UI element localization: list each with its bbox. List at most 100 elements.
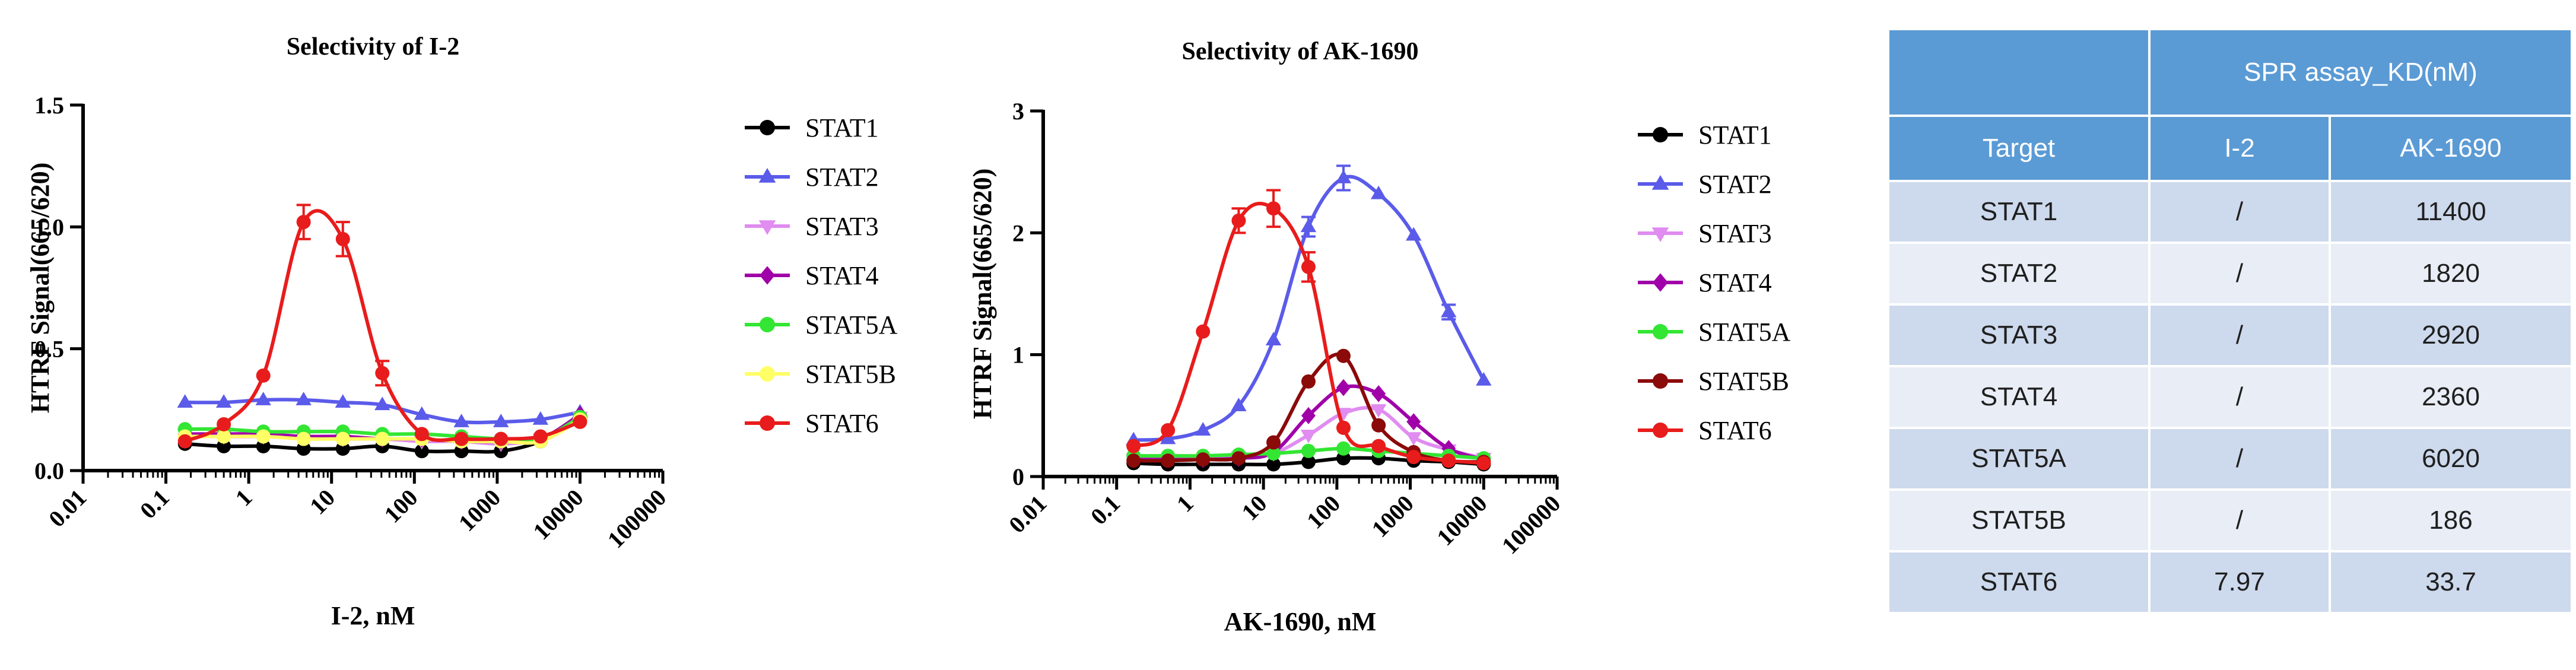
data-point	[1266, 446, 1281, 461]
data-point	[1195, 422, 1211, 436]
cell-target: STAT5B	[1887, 488, 2151, 552]
cell-ak1690: 33.7	[2328, 550, 2574, 614]
cell-i2: 7.97	[2148, 550, 2331, 614]
cell-target: STAT5A	[1887, 427, 2151, 491]
x-tick-label: 10000	[1431, 490, 1492, 551]
x-tick-label: 10	[304, 484, 340, 520]
series-stat2	[177, 392, 588, 427]
legend-swatch-marker	[760, 366, 775, 382]
data-point	[454, 444, 469, 459]
legend-label: STAT3	[1698, 219, 1772, 248]
data-point	[217, 417, 231, 431]
y-tick-label: 2	[1012, 220, 1024, 246]
data-point	[1370, 185, 1387, 199]
cell-i2: /	[2148, 427, 2331, 491]
data-point	[1161, 453, 1176, 468]
cell-ak1690: 186	[2328, 488, 2574, 552]
y-tick-label: 1.0	[34, 214, 64, 240]
data-point	[1266, 435, 1281, 450]
cell-target: STAT6	[1887, 550, 2151, 614]
data-point	[217, 439, 231, 453]
data-point	[1336, 379, 1351, 396]
legend-item-stat5a: STAT5A	[1638, 317, 1791, 347]
cell-ak1690: 2920	[2328, 303, 2574, 367]
spr-table-title-row: SPR assay_KD(nM)	[1887, 28, 2574, 117]
legend-item-stat5a: STAT5A	[745, 310, 898, 339]
x-tick-label: 10000	[528, 484, 589, 545]
cell-i2: /	[2148, 180, 2331, 244]
x-tick-label: 100	[379, 484, 423, 528]
legend-swatch-marker	[1653, 273, 1668, 292]
y-tick-label: 1.5	[34, 92, 64, 119]
data-point	[1406, 432, 1422, 446]
legend-swatch-marker	[760, 415, 775, 431]
spr-table-header-row: Target I-2 AK-1690	[1887, 115, 2574, 182]
x-tick-label: 1	[1171, 490, 1199, 517]
data-point	[1441, 304, 1457, 317]
data-point	[217, 429, 231, 444]
data-point	[1371, 439, 1386, 453]
legend-label: STAT4	[1698, 268, 1772, 297]
data-point	[1126, 439, 1141, 453]
legend-swatch-marker	[760, 120, 775, 135]
x-tick-label: 100	[1301, 490, 1345, 534]
header-target: Target	[1887, 115, 2151, 182]
spr-table: SPR assay_KD(nM) Target I-2 AK-1690 STAT…	[1887, 28, 2574, 614]
data-point	[1335, 170, 1352, 183]
x-tick-label: 100000	[1497, 490, 1566, 560]
data-point	[533, 429, 548, 444]
data-point	[493, 414, 509, 427]
data-point	[335, 431, 350, 446]
cell-i2: /	[2148, 488, 2331, 552]
legend-label: STAT1	[805, 113, 879, 142]
x-tick-label: 1000	[453, 484, 506, 536]
legend-label: STAT4	[805, 261, 879, 290]
data-point	[1196, 452, 1211, 467]
legend-label: STAT2	[805, 163, 879, 192]
series-stat6	[1126, 189, 1491, 471]
data-point	[335, 442, 350, 456]
x-tick-label: 100000	[602, 484, 672, 554]
x-tick-label: 0.01	[43, 484, 91, 532]
y-tick-label: 3	[1012, 98, 1024, 125]
data-point	[1301, 443, 1316, 458]
legend-label: STAT5B	[1698, 367, 1789, 396]
data-point	[1161, 423, 1176, 437]
data-point	[1406, 227, 1422, 241]
table-row: STAT1/11400	[1887, 180, 2574, 244]
legend-label: STAT1	[1698, 120, 1772, 150]
cell-i2: /	[2148, 303, 2331, 367]
header-ak1690: AK-1690	[2328, 115, 2574, 182]
chart-i2-svg: Selectivity of I-2 0.0 0.5 1.0 1.5 0.01 0.1 1 10…	[26, 33, 898, 630]
data-point	[1265, 332, 1282, 346]
y-tick-label: 0.5	[34, 336, 64, 363]
data-point	[1266, 457, 1281, 472]
legend-swatch-marker	[760, 266, 775, 285]
data-point	[1476, 371, 1492, 386]
cell-target: STAT2	[1887, 242, 2151, 306]
chart-i2: Selectivity of I-2 0.0 0.5 1.0 1.5 0.01 0.1 1 10…	[0, 0, 926, 667]
y-tick-label: 0	[1012, 463, 1024, 490]
data-point	[494, 431, 509, 446]
legend-item-stat5b: STAT5B	[745, 360, 896, 389]
data-point	[1300, 218, 1317, 233]
table-row: STAT5B/186	[1887, 488, 2574, 552]
data-point	[414, 444, 429, 459]
legend-swatch-marker	[760, 317, 775, 332]
data-point	[256, 429, 271, 444]
legend-item-stat1: STAT1	[745, 113, 879, 142]
data-point	[1406, 450, 1421, 465]
x-tick-label: 1000	[1367, 490, 1419, 542]
legend-item-stat3: STAT3	[1638, 219, 1772, 248]
data-point	[1231, 213, 1246, 228]
data-point	[1336, 348, 1351, 363]
series-stat6	[177, 204, 587, 449]
cell-i2: /	[2148, 365, 2331, 429]
data-point	[414, 427, 429, 442]
legend-swatch-marker	[1653, 373, 1668, 389]
x-axis-label: I-2, nM	[331, 601, 415, 630]
legend-item-stat4: STAT4	[745, 261, 879, 290]
data-point	[1370, 404, 1387, 418]
legend-swatch-marker	[1651, 175, 1669, 190]
series-line-stat6	[1132, 201, 1484, 465]
